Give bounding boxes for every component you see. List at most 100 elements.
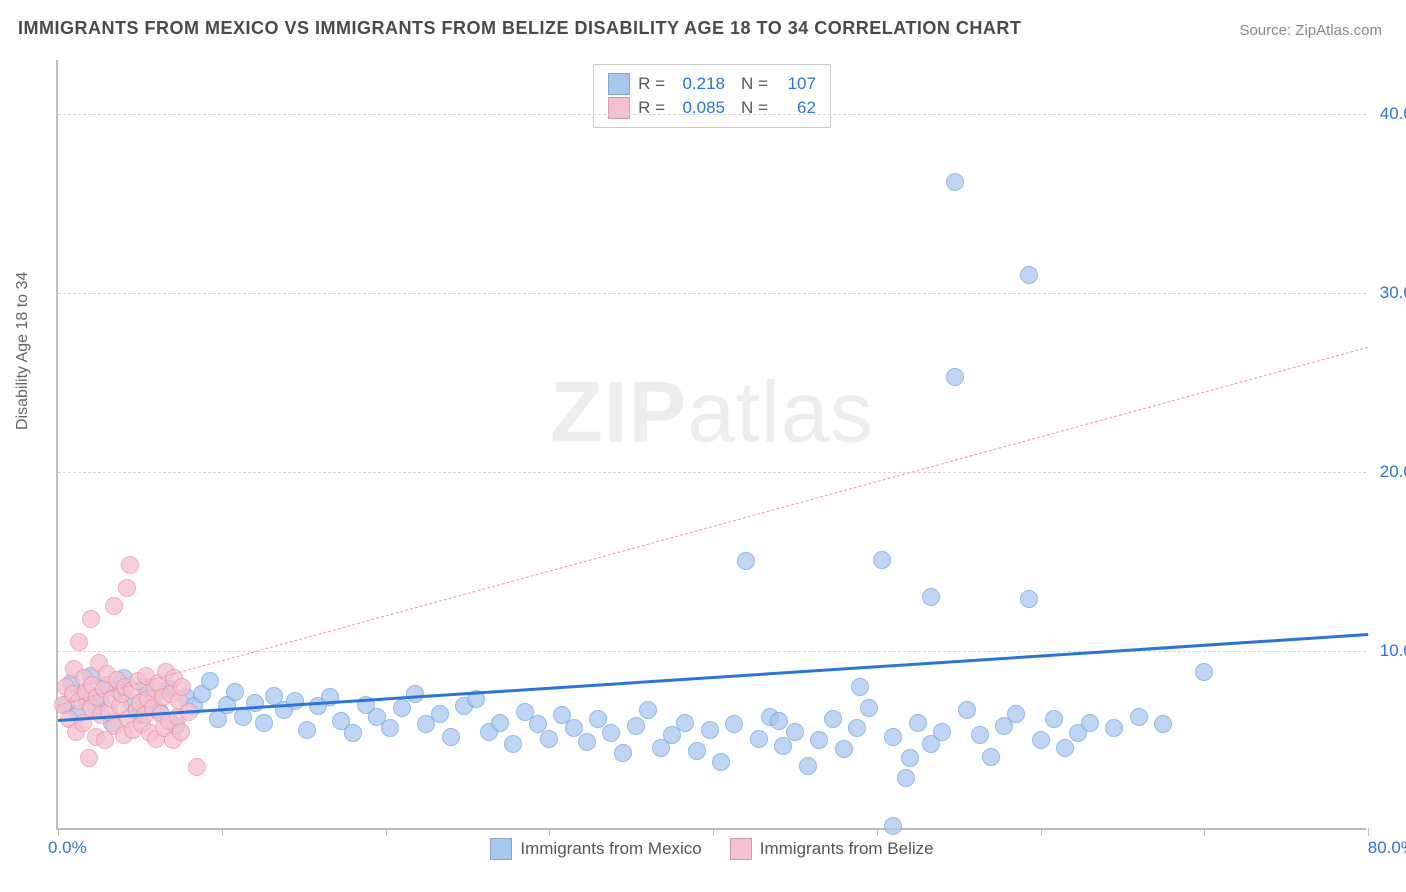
watermark: ZIPatlas	[550, 364, 873, 463]
x-tick	[386, 828, 387, 836]
y-tick-label: 40.0%	[1380, 104, 1406, 124]
n-label: N =	[741, 98, 768, 118]
scatter-point	[614, 744, 632, 762]
scatter-point	[1081, 714, 1099, 732]
scatter-point	[860, 699, 878, 717]
x-tick	[222, 828, 223, 836]
r-label: R =	[638, 74, 665, 94]
scatter-point	[958, 701, 976, 719]
legend-stats: R =0.218N =107R =0.085N =62	[593, 64, 831, 128]
scatter-point	[504, 735, 522, 753]
scatter-point	[118, 579, 136, 597]
scatter-point	[712, 753, 730, 771]
x-axis-max-label: 80.0%	[1368, 838, 1406, 858]
scatter-point	[1130, 708, 1148, 726]
watermark-bold: ZIP	[550, 365, 687, 461]
scatter-point	[1056, 739, 1074, 757]
scatter-point	[676, 714, 694, 732]
scatter-point	[750, 730, 768, 748]
scatter-point	[824, 710, 842, 728]
x-tick	[1204, 828, 1205, 836]
legend-swatch	[730, 838, 752, 860]
x-tick	[713, 828, 714, 836]
r-value: 0.085	[673, 98, 725, 118]
scatter-point	[1032, 731, 1050, 749]
scatter-point	[982, 748, 1000, 766]
x-tick	[58, 828, 59, 836]
n-value: 107	[776, 74, 816, 94]
scatter-point	[431, 705, 449, 723]
scatter-point	[774, 737, 792, 755]
scatter-point	[393, 699, 411, 717]
scatter-point	[946, 368, 964, 386]
scatter-point	[234, 708, 252, 726]
scatter-point	[786, 723, 804, 741]
scatter-point	[909, 714, 927, 732]
scatter-point	[105, 597, 123, 615]
scatter-point	[298, 721, 316, 739]
x-tick	[549, 828, 550, 836]
scatter-point	[737, 552, 755, 570]
scatter-point	[344, 724, 362, 742]
y-tick-label: 20.0%	[1380, 462, 1406, 482]
scatter-point	[381, 719, 399, 737]
legend-series: Immigrants from Mexico Immigrants from Be…	[58, 838, 1366, 860]
chart-title: IMMIGRANTS FROM MEXICO VS IMMIGRANTS FRO…	[18, 18, 1021, 39]
scatter-point	[1195, 663, 1213, 681]
scatter-point	[688, 742, 706, 760]
scatter-point	[1007, 705, 1025, 723]
scatter-point	[173, 678, 191, 696]
r-value: 0.218	[673, 74, 725, 94]
legend-item: Immigrants from Mexico	[490, 838, 701, 860]
n-label: N =	[741, 74, 768, 94]
r-label: R =	[638, 98, 665, 118]
scatter-point	[121, 556, 139, 574]
scatter-point	[1105, 719, 1123, 737]
scatter-point	[540, 730, 558, 748]
scatter-point	[770, 712, 788, 730]
scatter-point	[491, 714, 509, 732]
scatter-point	[897, 769, 915, 787]
gridline-h	[58, 114, 1366, 115]
legend-stat-row: R = 0.218 N = 107	[608, 73, 816, 95]
scatter-point	[255, 714, 273, 732]
scatter-point	[884, 817, 902, 835]
legend-stat-row: R =0.085N =62	[608, 97, 816, 119]
y-tick-label: 30.0%	[1380, 283, 1406, 303]
legend-item: Immigrants from Belize	[730, 838, 934, 860]
scatter-point	[1045, 710, 1063, 728]
scatter-point	[639, 701, 657, 719]
scatter-point	[922, 588, 940, 606]
scatter-point	[286, 692, 304, 710]
scatter-point	[933, 723, 951, 741]
scatter-point	[70, 633, 88, 651]
scatter-point	[1020, 266, 1038, 284]
scatter-point	[971, 726, 989, 744]
scatter-point	[835, 740, 853, 758]
scatter-point	[725, 715, 743, 733]
x-tick	[877, 828, 878, 836]
scatter-point	[799, 757, 817, 775]
scatter-point	[578, 733, 596, 751]
scatter-point	[873, 551, 891, 569]
gridline-h	[58, 472, 1366, 473]
gridline-h	[58, 293, 1366, 294]
scatter-point	[627, 717, 645, 735]
scatter-point	[810, 731, 828, 749]
scatter-point	[701, 721, 719, 739]
legend-swatch	[608, 97, 630, 119]
legend-label: Immigrants from Belize	[760, 839, 934, 859]
trend-line	[58, 633, 1368, 722]
legend-label: Immigrants from Mexico	[520, 839, 701, 859]
scatter-point	[901, 749, 919, 767]
legend-swatch	[608, 73, 630, 95]
x-tick	[1041, 828, 1042, 836]
y-tick-label: 10.0%	[1380, 641, 1406, 661]
scatter-point	[442, 728, 460, 746]
chart-plot-area: ZIPatlas R =0.218N =107R =0.085N =62 Imm…	[56, 60, 1366, 830]
x-tick	[1368, 828, 1369, 836]
scatter-point	[172, 723, 190, 741]
scatter-point	[589, 710, 607, 728]
scatter-point	[406, 685, 424, 703]
scatter-point	[851, 678, 869, 696]
